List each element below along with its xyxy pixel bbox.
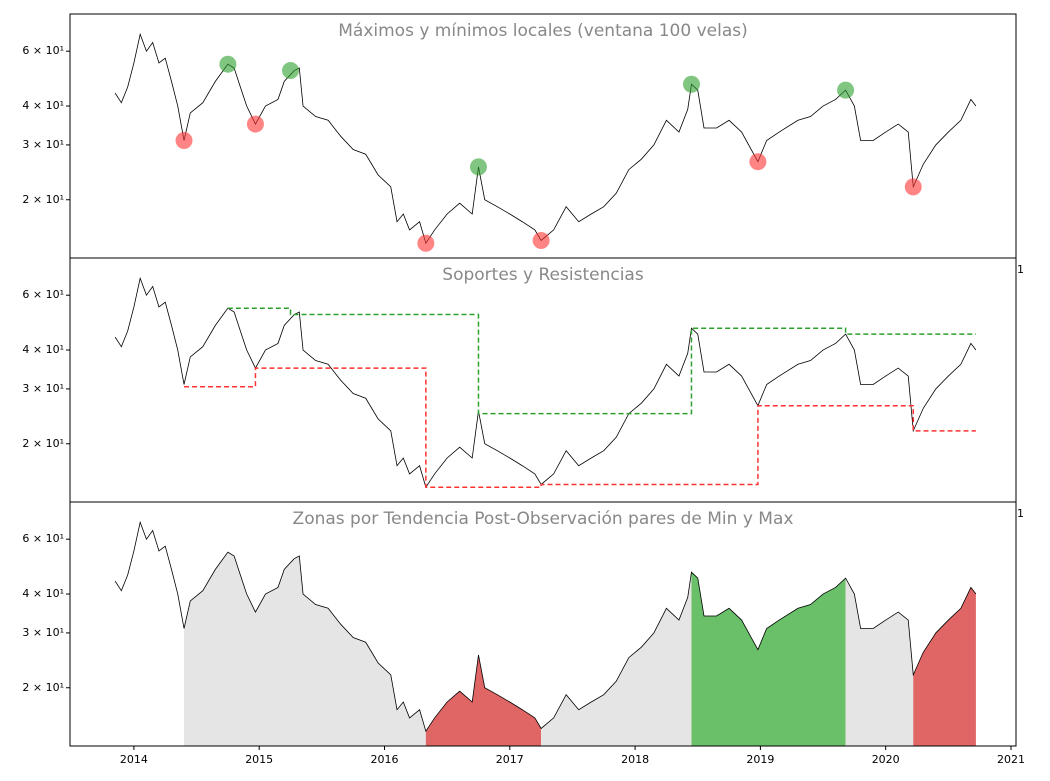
axes-frame [69, 257, 1017, 503]
maxima-marker [682, 75, 700, 93]
axes-frame [69, 501, 1017, 747]
maxima-marker [282, 62, 300, 80]
axes-frame [69, 13, 1017, 259]
minima-marker [904, 178, 922, 196]
y-tick-label: 4 × 10¹ [22, 587, 64, 600]
x-tick-label: 2018 [621, 753, 649, 766]
y-tick-label: 6 × 10¹ [22, 532, 64, 545]
minima-marker [532, 231, 550, 249]
maxima-marker [469, 158, 487, 176]
minima-marker [175, 131, 193, 149]
zone [541, 572, 692, 746]
x-tick-label: 2016 [370, 753, 398, 766]
x-tick-label: 2015 [245, 753, 273, 766]
x-tick-label: 2017 [496, 753, 524, 766]
maxima-marker [837, 81, 855, 99]
minima-marker [246, 115, 264, 133]
minima-marker [417, 234, 435, 252]
zone [913, 587, 976, 746]
y-tick-label: 2 × 10¹ [22, 437, 64, 450]
y-tick-label: 3 × 10¹ [22, 626, 64, 639]
y-tick-label: 3 × 10¹ [22, 138, 64, 151]
y-tick-label: 4 × 10¹ [22, 343, 64, 356]
support-line [184, 367, 976, 488]
y-tick-label: 6 × 10¹ [22, 44, 64, 57]
x-tick-label: 2021 [997, 753, 1025, 766]
annotation: 1 [1017, 507, 1024, 520]
price-line [114, 32, 977, 245]
y-tick-label: 6 × 10¹ [22, 288, 64, 301]
x-tick-label: 2014 [120, 753, 148, 766]
chart-title: Zonas por Tendencia Post-Observación par… [293, 509, 794, 529]
y-tick-label: 4 × 10¹ [22, 99, 64, 112]
minima-marker [749, 153, 767, 171]
y-tick-label: 2 × 10¹ [22, 681, 64, 694]
y-tick-label: 2 × 10¹ [22, 193, 64, 206]
chart-title: Soportes y Resistencias [442, 265, 644, 285]
zone [184, 552, 426, 746]
x-tick-label: 2020 [872, 753, 900, 766]
price-line [114, 276, 977, 489]
price-line [114, 520, 977, 733]
zone [845, 578, 914, 746]
zone [691, 572, 846, 746]
zone [425, 654, 542, 746]
chart-title: Máximos y mínimos locales (ventana 100 v… [338, 21, 748, 41]
y-tick-label: 3 × 10¹ [22, 382, 64, 395]
resistance-line [227, 307, 976, 415]
x-tick-label: 2019 [746, 753, 774, 766]
maxima-marker [219, 55, 237, 73]
annotation: 1 [1017, 263, 1024, 276]
